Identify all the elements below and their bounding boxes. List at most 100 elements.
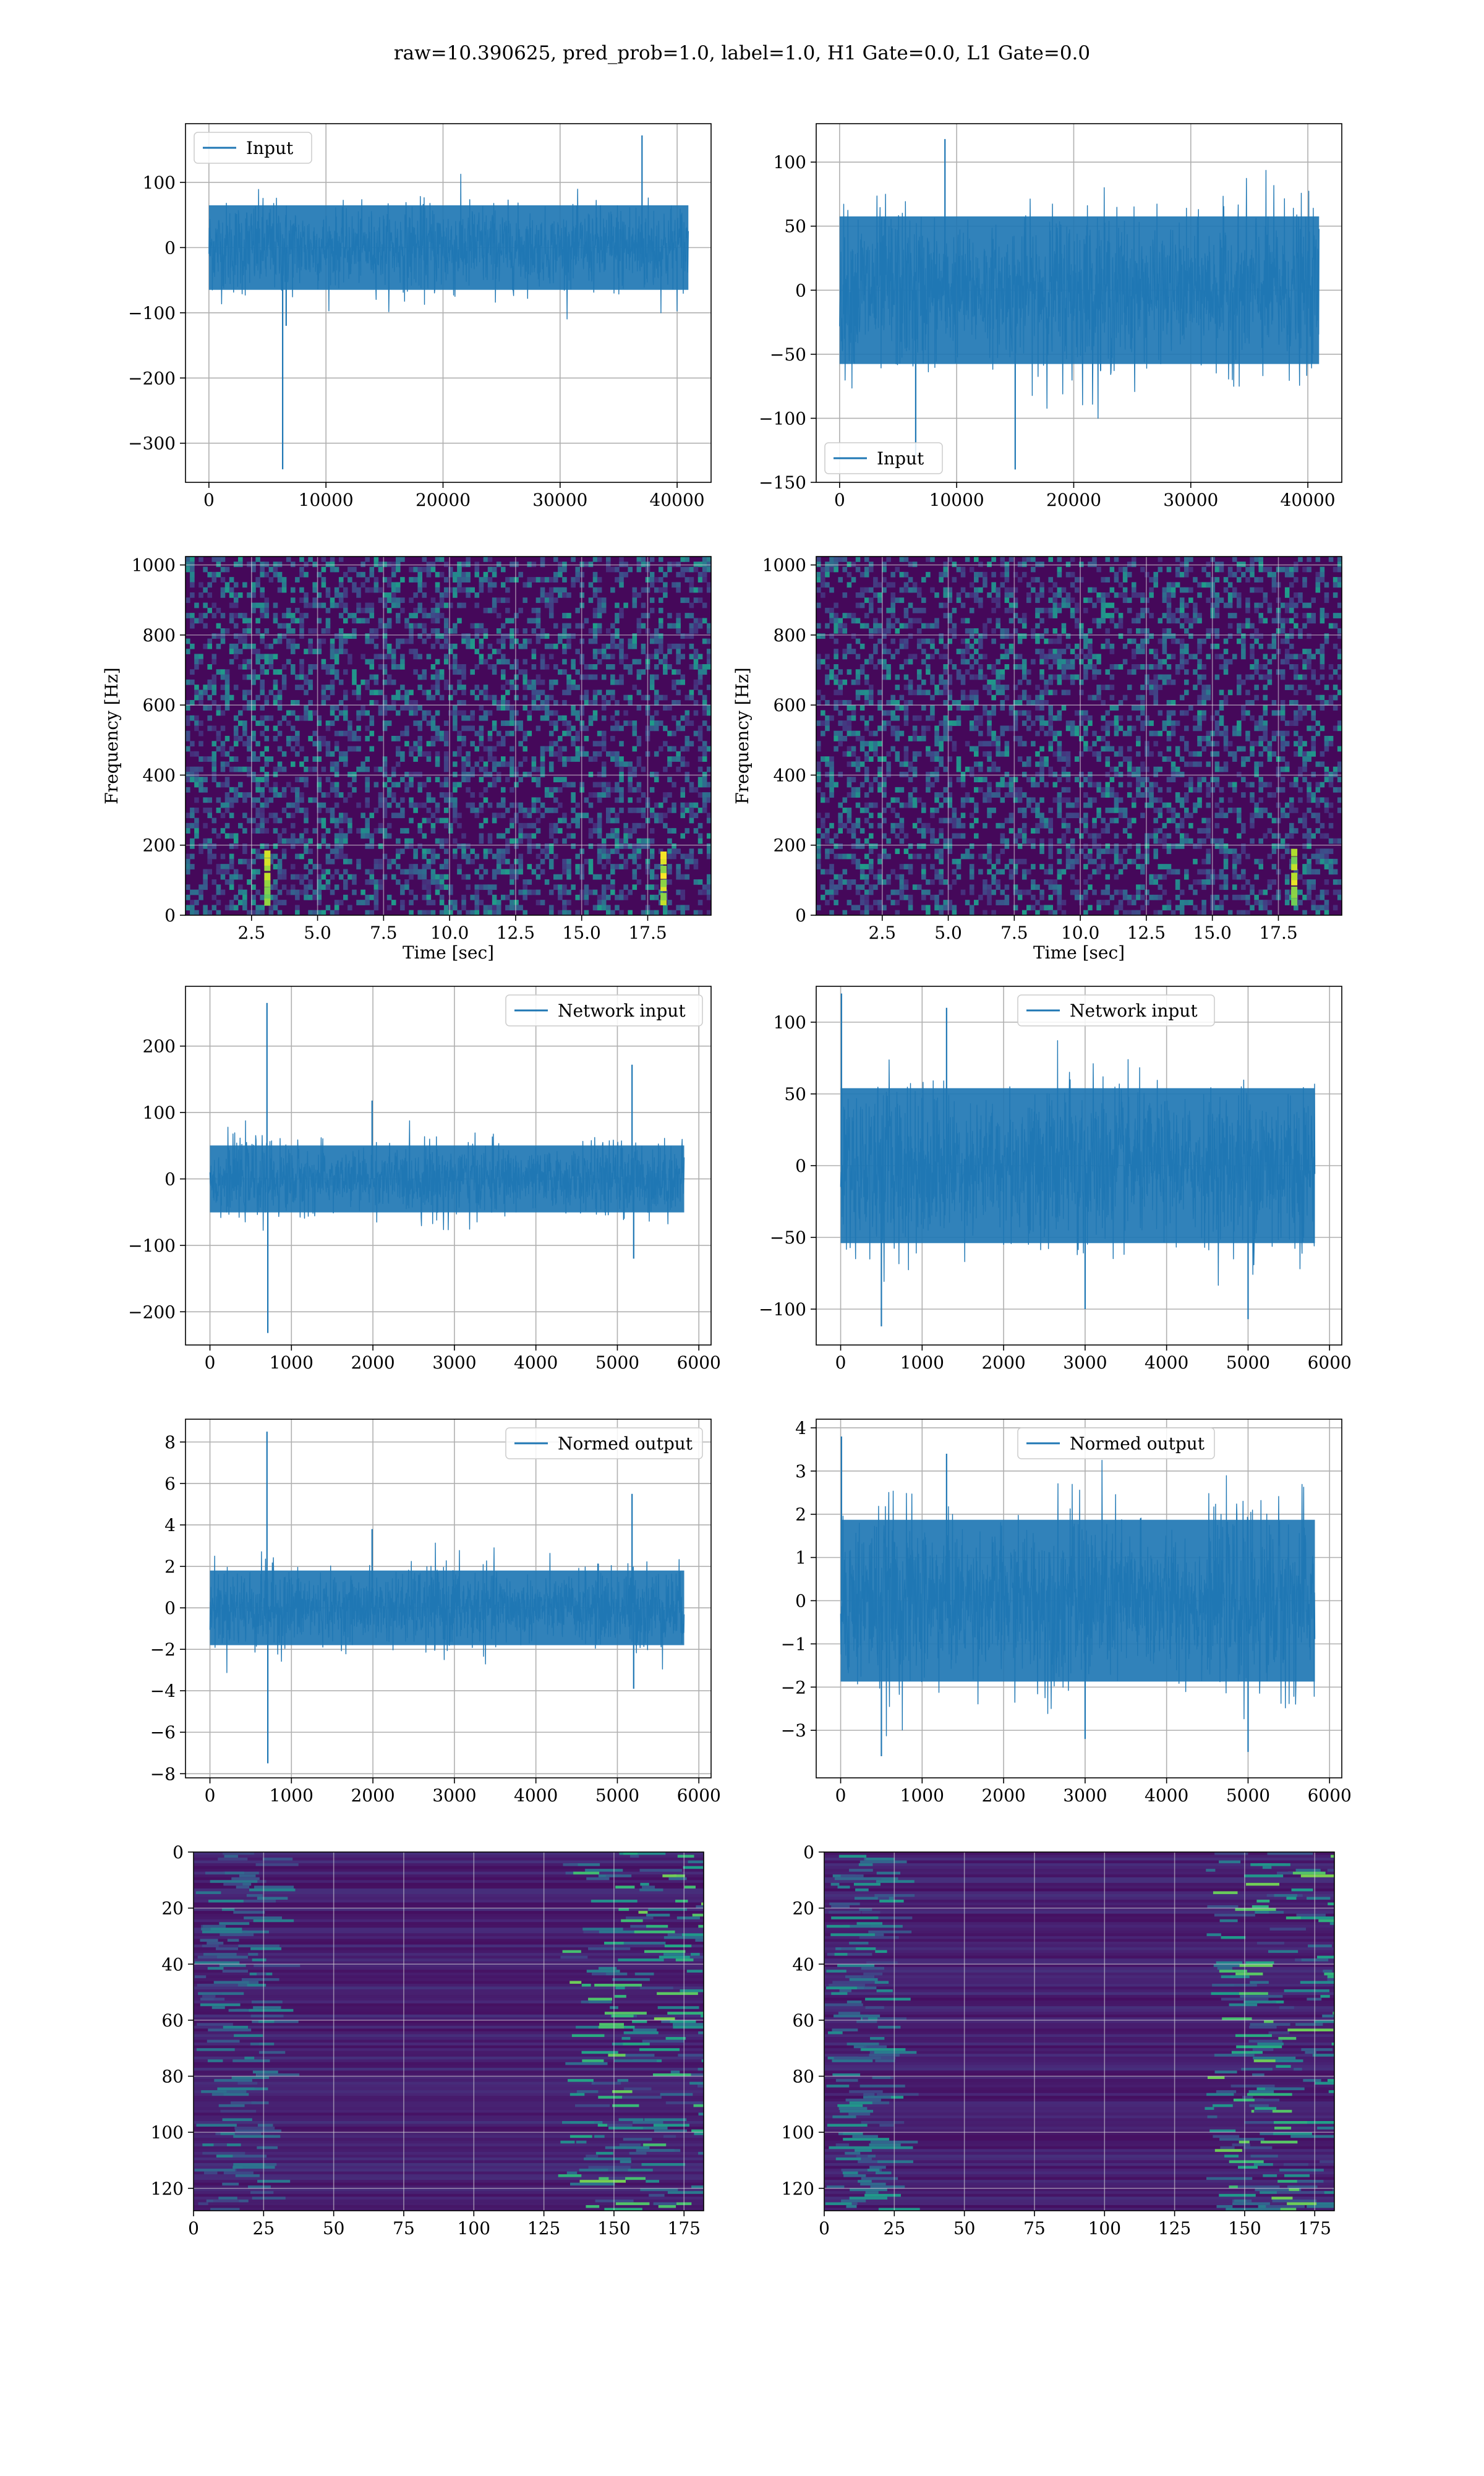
heatmap-cell — [343, 797, 348, 803]
heatmap-cell — [1180, 587, 1185, 593]
heatmap-cell — [444, 839, 449, 844]
heatmap-cell — [540, 577, 545, 583]
heatmap-cell — [461, 772, 466, 777]
heatmap-cell — [1153, 664, 1158, 670]
heatmap-cell — [974, 639, 979, 644]
heatmap-cell — [978, 587, 983, 593]
heatmap-cell — [1044, 689, 1049, 695]
heatmap-cell — [343, 705, 348, 711]
heatmap-cell — [593, 741, 598, 746]
heatmap-cell — [282, 633, 287, 639]
heatmap-cell — [497, 628, 501, 634]
heatmap-cell — [689, 577, 694, 583]
heatmap-cell — [1145, 680, 1149, 685]
heatmap-cell — [194, 828, 199, 834]
heatmap-cell — [1018, 654, 1023, 659]
heatmap-cell — [939, 654, 944, 659]
heatmap-cell — [457, 823, 462, 829]
heatmap-cell — [1106, 577, 1111, 583]
heatmap-cell — [904, 715, 909, 721]
heatmap-cell — [396, 854, 401, 860]
heatmap-cell — [295, 577, 300, 583]
heatmap-cell — [680, 633, 685, 639]
heatmap-cell — [1298, 746, 1303, 752]
heatmap-cell — [667, 839, 672, 844]
heatmap-cell — [689, 623, 694, 629]
heatmap-cell — [194, 664, 199, 670]
heatmap-cell — [396, 751, 401, 757]
heatmap-cell — [417, 843, 422, 849]
heatmap-cell — [247, 644, 252, 649]
heatmap-cell — [1285, 587, 1290, 593]
heatmap-cell — [435, 756, 440, 762]
heatmap-cell — [1079, 561, 1084, 567]
heatmap-cell — [987, 592, 992, 598]
heatmap-cell — [847, 705, 852, 711]
heatmap-cell — [698, 618, 703, 623]
heatmap-cell — [895, 705, 900, 711]
heatmap-cell — [659, 659, 663, 665]
heatmap-cell — [453, 761, 458, 767]
heatmap-cell — [1250, 623, 1255, 629]
heatmap-cell — [549, 603, 554, 608]
heatmap-cell — [943, 680, 948, 685]
heatmap-cell — [497, 900, 501, 905]
heatmap-cell — [190, 623, 195, 629]
heatmap-cell — [610, 864, 615, 869]
heatmap-cell — [308, 884, 313, 890]
heatmap-cell — [282, 828, 287, 834]
heatmap-cell — [1215, 644, 1220, 649]
heatmap-cell — [457, 567, 462, 573]
heatmap-cell — [431, 675, 436, 680]
heatmap-cell — [1316, 587, 1321, 593]
heatmap-cell — [435, 587, 440, 593]
heatmap-cell — [453, 808, 458, 813]
heatmap-cell — [939, 741, 944, 746]
heatmap-cell — [838, 736, 843, 741]
heatmap-cell — [203, 884, 208, 890]
heatmap-cell — [444, 884, 449, 890]
heatmap-cell — [435, 751, 440, 757]
heatmap-cell — [360, 761, 365, 767]
heatmap-cell — [422, 803, 427, 808]
heatmap-cell — [242, 639, 247, 644]
heatmap-cell — [527, 577, 532, 583]
heatmap-cell — [1018, 680, 1023, 685]
heatmap-cell — [212, 777, 217, 782]
heatmap-cell — [1022, 711, 1027, 716]
heatmap-cell — [1180, 659, 1185, 665]
heatmap-cell — [352, 669, 357, 675]
heatmap-cell — [549, 587, 554, 593]
heatmap-cell — [987, 618, 992, 623]
heatmap-cell — [431, 828, 436, 834]
heatmap-cell — [466, 859, 471, 864]
heatmap-cell — [1140, 725, 1145, 731]
heatmap-cell — [225, 689, 230, 695]
heatmap-cell — [330, 874, 335, 880]
heatmap-cell — [1132, 705, 1136, 711]
heatmap-cell — [1075, 711, 1080, 716]
heatmap-cell — [475, 664, 480, 670]
heatmap-cell — [545, 705, 550, 711]
heatmap-cell — [1175, 669, 1180, 675]
heatmap-cell — [602, 848, 607, 854]
heatmap-cell — [1184, 603, 1189, 608]
heatmap-cell — [247, 772, 252, 777]
heatmap-cell — [299, 833, 304, 839]
heatmap-cell — [312, 561, 317, 567]
heatmap-cell — [378, 623, 383, 629]
heatmap-cell — [457, 910, 462, 916]
heatmap-cell — [242, 725, 247, 731]
heatmap-cell — [562, 720, 567, 726]
heatmap-cell — [843, 725, 848, 731]
heatmap-cell — [1066, 597, 1071, 603]
heatmap-cell — [453, 905, 458, 910]
heatmap-cell — [475, 746, 480, 752]
heatmap-cell — [400, 557, 405, 562]
heatmap-cell — [698, 654, 703, 659]
heatmap-cell — [1140, 705, 1145, 711]
heatmap-cell — [1228, 623, 1233, 629]
heatmap-cell — [904, 711, 909, 716]
heatmap-cell — [1005, 725, 1010, 731]
